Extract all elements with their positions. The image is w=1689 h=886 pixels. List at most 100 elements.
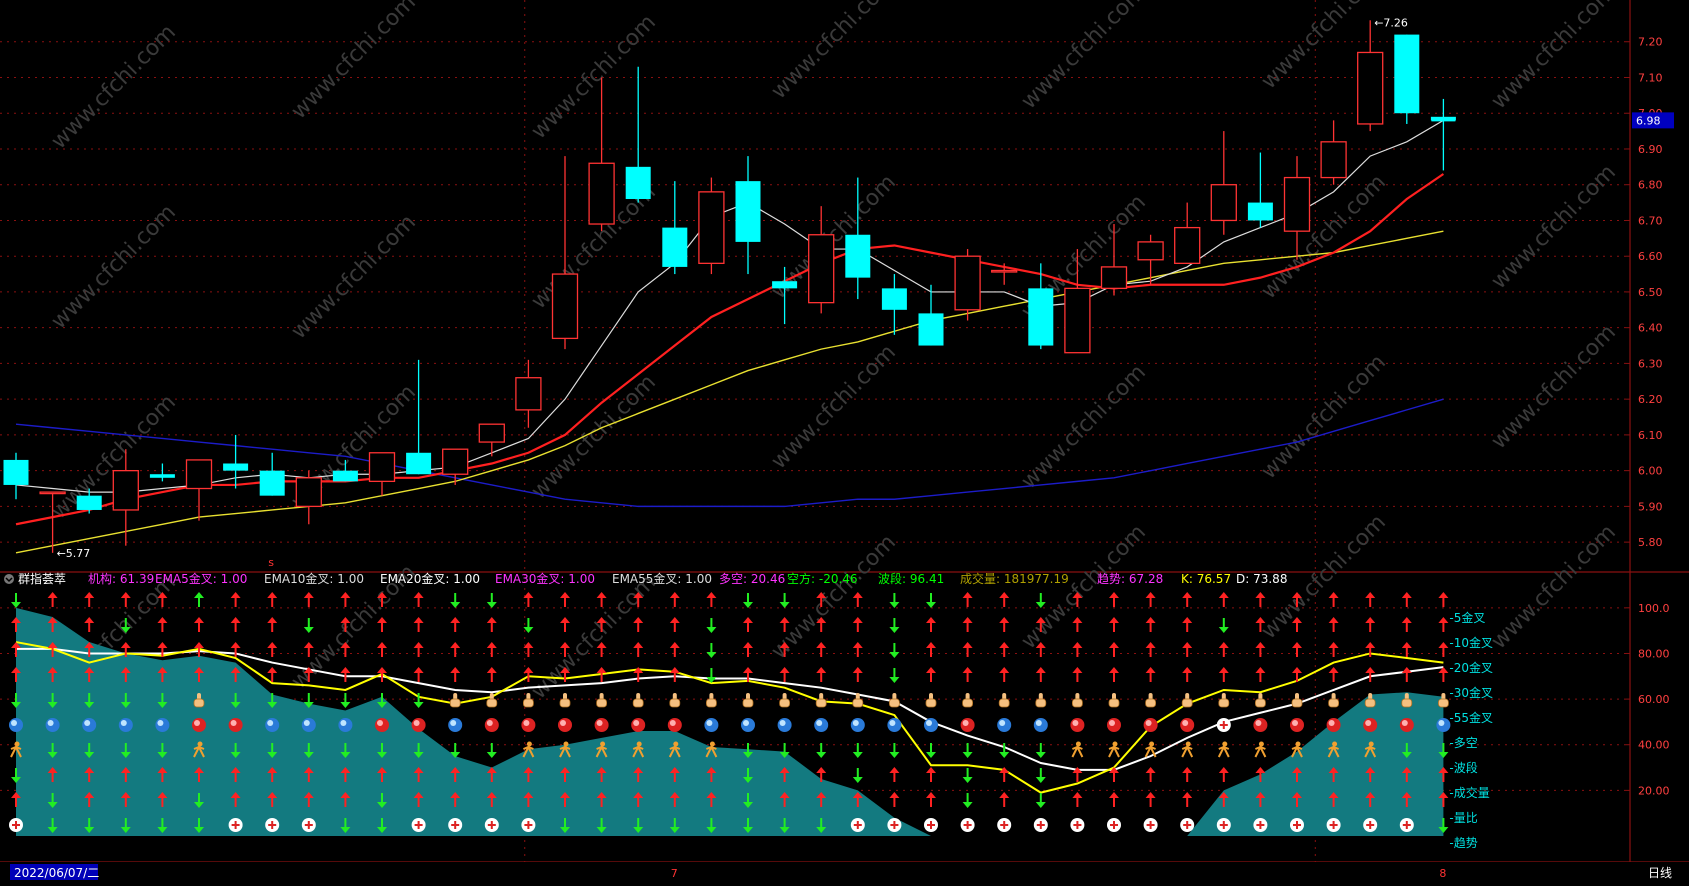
candle[interactable]: [1028, 263, 1054, 350]
candle[interactable]: [1320, 120, 1347, 185]
red-ball-icon: [1399, 718, 1414, 732]
candle[interactable]: [39, 491, 66, 553]
candle[interactable]: [954, 249, 981, 321]
green-down-arrow-icon: [889, 668, 900, 683]
red-ball-icon: [594, 718, 609, 732]
red-up-arrow-icon: [84, 617, 95, 632]
candle[interactable]: [515, 359, 542, 428]
red-up-arrow-icon: [377, 642, 387, 657]
candle[interactable]: [185, 459, 213, 521]
candle[interactable]: [625, 66, 651, 203]
candle[interactable]: [698, 177, 725, 275]
candle[interactable]: [1100, 224, 1128, 296]
candle[interactable]: [76, 488, 102, 514]
price-tick-label: 7.10: [1638, 71, 1663, 84]
indicator-k-line: [15, 641, 1444, 794]
candle[interactable]: [588, 77, 615, 232]
runner-icon: [1327, 741, 1340, 758]
blue-ball-icon: [45, 718, 60, 732]
red-up-arrow-icon: [1072, 792, 1083, 807]
candle[interactable]: [772, 266, 798, 325]
red-up-arrow-icon: [194, 617, 204, 632]
hand-pointer-icon: [1364, 693, 1376, 708]
hand-pointer-icon: [1255, 693, 1266, 708]
candle[interactable]: [295, 470, 322, 525]
candle[interactable]: [223, 434, 249, 489]
candle[interactable]: [332, 459, 358, 482]
candle[interactable]: [881, 274, 907, 335]
candle[interactable]: [1137, 234, 1164, 285]
green-down-arrow-icon: [1401, 743, 1412, 758]
green-down-arrow-icon: [267, 743, 278, 758]
candle[interactable]: [918, 284, 944, 346]
candle[interactable]: [406, 359, 432, 475]
red-up-arrow-icon: [1255, 792, 1266, 807]
candle[interactable]: [735, 156, 761, 275]
plus-circle-icon: [9, 818, 23, 832]
red-up-arrow-icon: [486, 617, 497, 632]
red-up-arrow-icon: [157, 592, 168, 607]
candle[interactable]: [3, 452, 29, 500]
plus-circle-icon: [887, 818, 902, 832]
candle[interactable]: [1247, 152, 1273, 228]
red-up-arrow-icon: [816, 617, 827, 632]
plus-circle-icon: [960, 818, 975, 832]
green-down-arrow-icon: [706, 618, 717, 633]
blue-ball-icon: [9, 718, 23, 732]
candle[interactable]: [478, 423, 505, 457]
legend-item: 多空: 20.46: [719, 572, 785, 586]
candle[interactable]: [1357, 20, 1384, 132]
green-down-arrow-icon: [852, 743, 863, 758]
red-up-arrow-icon: [450, 642, 461, 657]
candle[interactable]: [1064, 249, 1091, 354]
red-up-arrow-icon: [340, 642, 351, 657]
green-down-arrow-icon: [889, 643, 900, 658]
red-up-arrow-icon: [560, 592, 570, 607]
red-ball-icon: [1253, 718, 1268, 732]
candle[interactable]: [808, 206, 835, 314]
blue-ball-icon: [850, 718, 865, 732]
candle[interactable]: [662, 181, 688, 275]
red-up-arrow-icon: [1292, 592, 1302, 607]
period-label[interactable]: 日线: [1648, 866, 1672, 880]
candle[interactable]: [368, 452, 396, 496]
red-up-arrow-icon: [413, 617, 424, 632]
signal-row-label: -5金叉: [1449, 610, 1485, 625]
red-up-arrow-icon: [377, 667, 387, 682]
green-down-arrow-icon: [486, 593, 497, 608]
legend-item: D: 73.88: [1236, 572, 1287, 586]
red-up-arrow-icon: [1365, 617, 1376, 632]
green-down-arrow-icon: [1035, 768, 1046, 783]
price-tick-label: 6.30: [1638, 357, 1663, 370]
hand-pointer-icon: [1328, 693, 1339, 708]
candle[interactable]: [551, 156, 579, 350]
candle[interactable]: [1283, 156, 1311, 260]
green-down-arrow-icon: [120, 743, 131, 758]
green-down-arrow-icon: [743, 743, 753, 758]
red-up-arrow-icon: [157, 667, 168, 682]
legend-title[interactable]: 群指荟萃: [18, 571, 66, 586]
candle[interactable]: [1430, 98, 1456, 171]
red-up-arrow-icon: [1182, 767, 1193, 782]
candle[interactable]: [259, 452, 285, 496]
hand-pointer-icon: [596, 693, 607, 708]
candle[interactable]: [1394, 34, 1420, 124]
candle[interactable]: [1210, 131, 1237, 235]
red-up-arrow-icon: [1145, 767, 1156, 782]
green-down-arrow-icon: [1438, 818, 1449, 833]
candle[interactable]: [991, 263, 1018, 285]
candle-body: [1028, 288, 1054, 346]
red-up-arrow-icon: [1182, 792, 1193, 807]
candle[interactable]: [845, 177, 871, 300]
collapse-icon[interactable]: [4, 574, 14, 584]
green-down-arrow-icon: [230, 693, 241, 708]
candle-body: [1064, 287, 1091, 354]
red-up-arrow-icon: [1182, 592, 1193, 607]
candle[interactable]: [1174, 202, 1201, 264]
candle[interactable]: [149, 463, 175, 482]
runner-icon: [522, 741, 535, 758]
candle[interactable]: [442, 448, 469, 485]
blue-ball-icon: [814, 718, 829, 732]
candle[interactable]: [112, 449, 139, 546]
